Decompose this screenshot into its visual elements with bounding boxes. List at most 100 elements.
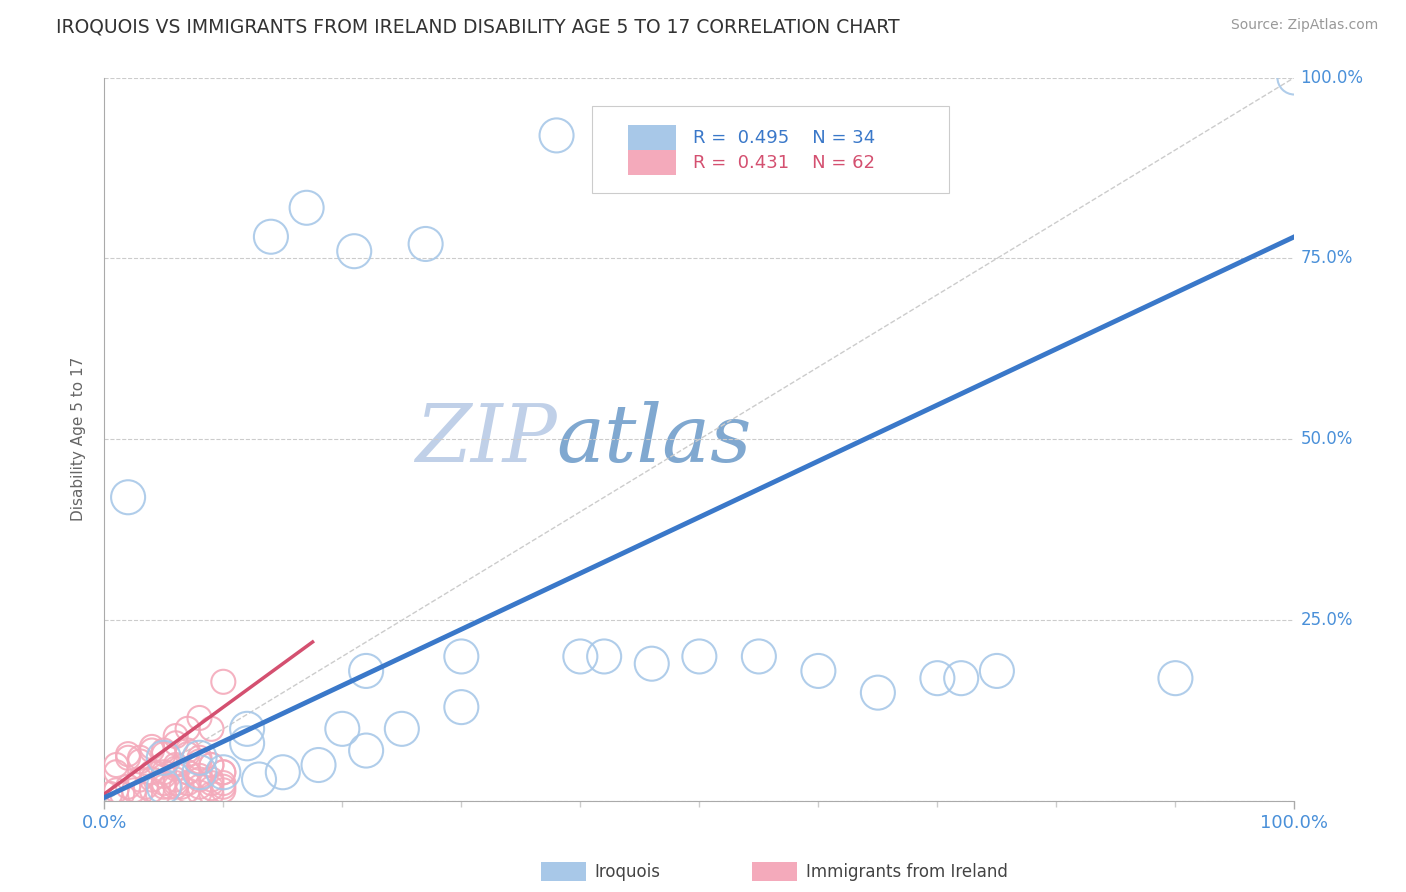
Point xyxy=(129,787,152,801)
Point xyxy=(1164,671,1187,685)
Point xyxy=(415,237,437,252)
Point xyxy=(308,758,330,772)
Text: ZIP: ZIP xyxy=(415,401,557,478)
Point xyxy=(129,755,152,769)
Text: R =  0.431    N = 62: R = 0.431 N = 62 xyxy=(693,154,876,172)
Point xyxy=(748,649,770,664)
Text: 25.0%: 25.0% xyxy=(1301,611,1353,629)
Point xyxy=(200,787,222,801)
Point xyxy=(141,743,163,757)
Point xyxy=(176,747,198,761)
Point xyxy=(165,762,187,776)
Point xyxy=(176,765,198,780)
Text: atlas: atlas xyxy=(557,401,752,478)
Point xyxy=(450,649,472,664)
Point xyxy=(165,758,187,772)
Point xyxy=(176,722,198,736)
Point xyxy=(153,776,176,790)
Point xyxy=(117,751,139,765)
Point xyxy=(188,751,211,765)
Point xyxy=(200,722,222,736)
Text: 75.0%: 75.0% xyxy=(1301,250,1353,268)
Point xyxy=(135,780,157,794)
Point xyxy=(129,772,152,787)
FancyBboxPatch shape xyxy=(592,106,949,194)
Point xyxy=(212,765,235,780)
Point xyxy=(391,722,413,736)
Point xyxy=(212,765,235,780)
Text: Iroquois: Iroquois xyxy=(595,863,661,881)
Point xyxy=(111,787,134,801)
Point xyxy=(330,722,353,736)
Text: R =  0.495    N = 34: R = 0.495 N = 34 xyxy=(693,128,876,146)
Point xyxy=(122,783,145,797)
FancyBboxPatch shape xyxy=(628,125,675,150)
Point xyxy=(105,783,128,797)
Point xyxy=(927,671,949,685)
Point xyxy=(153,780,176,794)
Point xyxy=(159,780,181,794)
Point xyxy=(141,772,163,787)
Point xyxy=(153,747,176,761)
Point xyxy=(165,736,187,750)
Point xyxy=(866,686,889,700)
Point xyxy=(212,765,235,780)
Point xyxy=(188,780,211,794)
Point xyxy=(200,772,222,787)
Point xyxy=(236,736,259,750)
Point xyxy=(200,758,222,772)
Point xyxy=(212,776,235,790)
Point xyxy=(986,664,1008,678)
Point xyxy=(117,780,139,794)
Point xyxy=(105,765,128,780)
Point xyxy=(146,787,169,801)
Text: 100.0%: 100.0% xyxy=(1301,69,1364,87)
Point xyxy=(546,128,568,143)
Point xyxy=(129,751,152,765)
Point xyxy=(105,758,128,772)
Point xyxy=(212,780,235,794)
Point xyxy=(176,783,198,797)
Text: IROQUOIS VS IMMIGRANTS FROM IRELAND DISABILITY AGE 5 TO 17 CORRELATION CHART: IROQUOIS VS IMMIGRANTS FROM IRELAND DISA… xyxy=(56,18,900,37)
Point xyxy=(236,722,259,736)
Point xyxy=(141,739,163,754)
Point xyxy=(188,711,211,725)
Point xyxy=(153,780,176,794)
Point xyxy=(141,783,163,797)
Point xyxy=(450,700,472,714)
Point xyxy=(212,783,235,797)
Point xyxy=(188,785,211,799)
Point xyxy=(354,664,377,678)
Point xyxy=(176,743,198,757)
Point xyxy=(247,772,270,787)
Point xyxy=(170,780,193,794)
Point xyxy=(153,751,176,765)
Y-axis label: Disability Age 5 to 17: Disability Age 5 to 17 xyxy=(72,357,86,522)
Text: Immigrants from Ireland: Immigrants from Ireland xyxy=(806,863,1008,881)
Point xyxy=(200,781,222,796)
Point xyxy=(117,747,139,761)
Point xyxy=(117,490,139,504)
FancyBboxPatch shape xyxy=(628,150,675,175)
Point xyxy=(295,201,318,215)
Point xyxy=(165,780,187,794)
Point xyxy=(188,755,211,769)
Point xyxy=(1284,70,1306,85)
Point xyxy=(176,776,198,790)
Point xyxy=(165,772,187,787)
Point xyxy=(212,674,235,689)
Point xyxy=(343,244,366,259)
Point xyxy=(153,765,176,780)
Point xyxy=(165,776,187,790)
Point xyxy=(188,751,211,765)
Point xyxy=(188,769,211,783)
Point xyxy=(98,787,121,801)
Point xyxy=(188,765,211,780)
Point xyxy=(271,765,294,780)
Point xyxy=(260,229,283,244)
Text: Source: ZipAtlas.com: Source: ZipAtlas.com xyxy=(1230,18,1378,32)
Point xyxy=(141,765,163,780)
Text: 50.0%: 50.0% xyxy=(1301,430,1353,449)
Point xyxy=(153,769,176,783)
Point xyxy=(641,657,664,671)
